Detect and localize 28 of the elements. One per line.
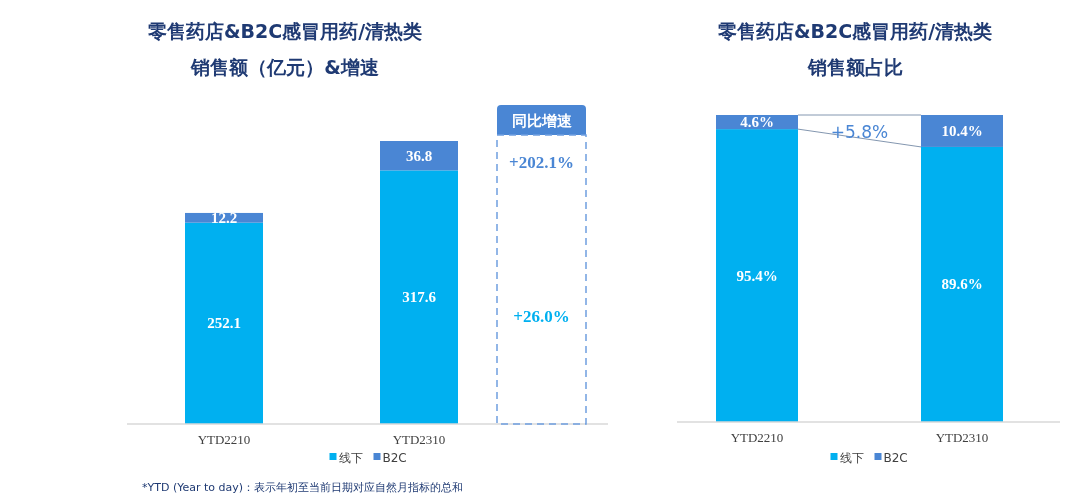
annotation: +5.8% [830,122,889,142]
text: 同比增速 [511,112,573,130]
text: *YTD (Year to day)：表示年初至当前日期对应自然月指标的总和 [142,481,464,494]
bar [380,170,458,424]
chart-title: 零售药店&B2C感冒用药/清热类 [717,20,993,42]
data-label: 89.6% [941,276,983,293]
data-label: 317.6 [402,289,437,306]
annotation: +26.0% [513,307,570,326]
data-label: 36.8 [405,147,433,164]
legend-label: B2C [883,451,908,465]
x-tick-label: YTD2310 [935,430,989,445]
x-tick-label: YTD2210 [197,432,251,447]
data-label: 10.4% [941,122,983,139]
legend-label: B2C [382,451,407,465]
chart-title: 零售药店&B2C感冒用药/清热类 [147,20,423,42]
data-label: 95.4% [736,267,778,284]
chart-subtitle: 销售额（亿元）&增速 [190,56,379,78]
data-label: 12.2 [210,209,238,226]
data-label: 4.6% [740,114,774,131]
annotation: +202.1% [509,153,574,172]
bar [380,141,458,171]
chart-subtitle: 销售额占比 [806,56,903,78]
x-tick-label: YTD2210 [730,430,784,445]
legend-label: 线下 [338,451,363,465]
legend-label: 线下 [839,451,864,465]
bar [185,222,263,424]
x-tick-label: YTD2310 [392,432,446,447]
data-label: 252.1 [207,315,241,332]
